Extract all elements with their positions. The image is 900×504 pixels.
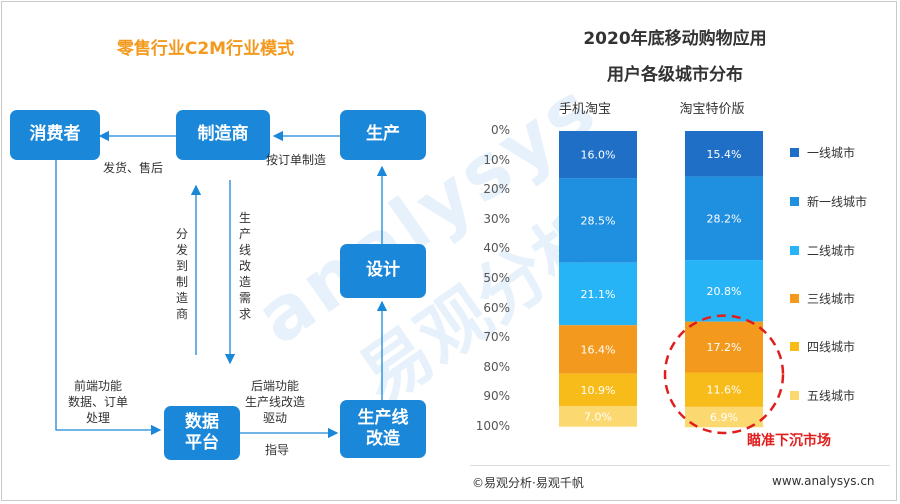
y-tick-label: 40%	[483, 241, 510, 256]
arrow-consumer-to-platform	[55, 160, 162, 436]
legend-label: 四线城市	[807, 340, 856, 354]
label-frontend-line3: 处理	[86, 411, 111, 426]
label-distribute-to-manufacturer: 分发到制造商	[175, 227, 188, 321]
label-backend-line1: 后端功能	[251, 379, 300, 393]
bar-segment	[685, 131, 763, 177]
legend-item: 五线城市	[790, 387, 855, 404]
left-diagram-title: 零售行业C2M行业模式	[116, 39, 295, 59]
y-tick-label: 0%	[490, 123, 510, 137]
label-frontend-line1: 前端功能	[74, 379, 123, 393]
legend-swatch	[790, 148, 799, 157]
footer-source: ©易观分析·易观千帆	[472, 476, 584, 490]
y-tick-label: 100%	[475, 419, 510, 433]
legend-item: 新一线城市	[790, 193, 867, 210]
data-label: 28.5%	[581, 215, 616, 228]
label-line-reform-demand: 生产线改造需求	[238, 211, 251, 321]
highlight-ellipse	[663, 314, 785, 435]
production-box: 生产	[340, 110, 426, 160]
legend-swatch	[790, 294, 799, 303]
y-tick-label: 10%	[483, 152, 510, 167]
label-guidance: 指导	[265, 443, 290, 457]
data-platform-line1: 数据	[185, 411, 219, 432]
bar-segment	[559, 131, 637, 179]
label-frontend: 前端功能 数据、订单 处理	[68, 378, 128, 427]
label-order-manufacture: 按订单制造	[266, 153, 327, 167]
chart-title-line1: 2020年底移动购物应用	[583, 29, 767, 49]
bar-segment	[559, 178, 637, 263]
label-backend: 后端功能 生产线改造 驱动	[245, 378, 305, 427]
data-label: 16.0%	[581, 149, 616, 162]
legend-item: 二线城市	[790, 242, 855, 259]
data-platform-line2: 平台	[185, 433, 219, 453]
legend-item: 一线城市	[790, 144, 855, 161]
category-label-0: 手机淘宝	[558, 102, 611, 117]
bar-segment	[559, 262, 637, 326]
y-tick-label: 60%	[483, 300, 510, 315]
data-label: 20.8%	[707, 285, 742, 298]
data-label: 7.0%	[584, 410, 612, 423]
legend-label: 二线城市	[807, 244, 856, 258]
callout-text: 瞄准下沉市场	[747, 433, 831, 449]
bar-segment	[559, 405, 637, 427]
legend-swatch	[790, 391, 799, 400]
legend-swatch	[790, 197, 799, 206]
bar-segment	[685, 406, 763, 428]
data-label: 17.2%	[707, 341, 742, 354]
line-reform-box: 生产线 改造	[340, 400, 426, 458]
line-reform-line2: 改造	[366, 429, 400, 449]
legend-label: 一线城市	[807, 146, 856, 160]
label-ship-after-sales: 发货、售后	[103, 161, 164, 175]
data-platform-box: 数据 平台	[164, 406, 240, 460]
bar-segment	[685, 321, 763, 373]
design-box: 设计	[340, 244, 426, 298]
data-label: 6.9%	[710, 411, 738, 424]
footer-site: www.analysys.cn	[772, 474, 875, 488]
manufacturer-box: 制造商	[176, 110, 270, 160]
legend-swatch	[790, 246, 799, 255]
legend-label: 新一线城市	[807, 195, 868, 209]
data-label: 28.2%	[707, 212, 742, 225]
bar-segment	[685, 176, 763, 261]
data-label: 15.4%	[707, 148, 742, 161]
label-backend-line3: 驱动	[263, 411, 288, 426]
chart-title-line2: 用户各级城市分布	[607, 65, 743, 85]
y-tick-label: 20%	[483, 182, 510, 197]
legend-label: 五线城市	[807, 389, 856, 403]
legend-swatch	[790, 342, 799, 351]
legend-item: 四线城市	[790, 338, 855, 355]
legend-label: 三线城市	[807, 292, 856, 306]
data-label: 11.6%	[707, 384, 742, 397]
y-tick-label: 90%	[483, 389, 510, 404]
data-label: 10.9%	[581, 384, 616, 397]
data-label: 16.4%	[581, 343, 616, 356]
y-tick-label: 70%	[483, 330, 510, 345]
label-backend-line2: 生产线改造	[245, 395, 306, 410]
category-label-1: 淘宝特价版	[679, 102, 745, 117]
y-tick-label: 50%	[483, 271, 510, 285]
bar-segment	[559, 325, 637, 374]
y-tick-label: 30%	[483, 211, 510, 226]
bar-segment	[685, 260, 763, 322]
bar-segment	[559, 373, 637, 406]
footer-divider	[470, 465, 890, 466]
label-frontend-line2: 数据、订单	[68, 395, 129, 410]
data-label: 21.1%	[581, 288, 616, 301]
y-tick-label: 80%	[483, 359, 510, 374]
legend-item: 三线城市	[790, 290, 855, 307]
bar-segment	[685, 372, 763, 407]
consumer-box: 消费者	[10, 110, 100, 160]
line-reform-line1: 生产线	[357, 407, 409, 428]
